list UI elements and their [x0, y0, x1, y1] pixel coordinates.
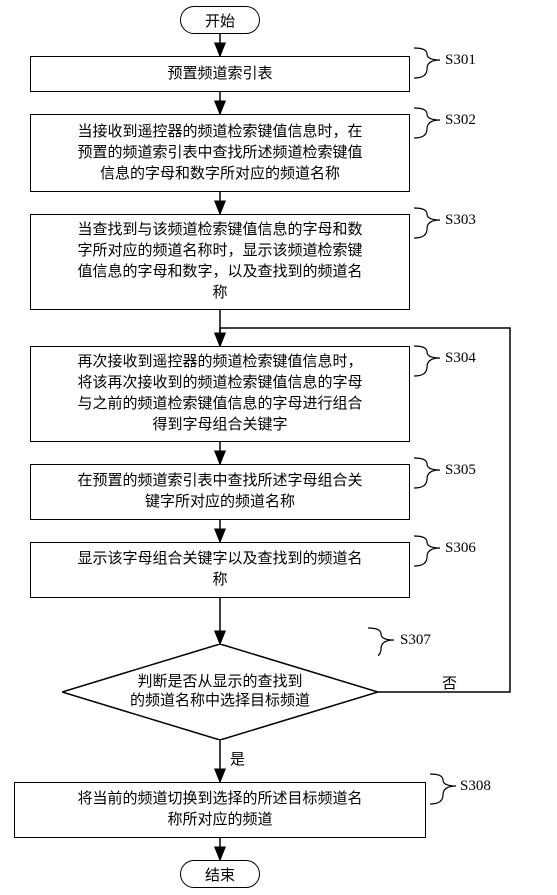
terminator-end-text: 结束 [205, 864, 235, 885]
decision-s307: 判断是否从显示的查找到 的频道名称中选择目标频道 [62, 644, 378, 740]
process-text: 预置频道索引表 [167, 64, 272, 85]
step-label-s307: S307 [400, 632, 431, 649]
step-label-s304: S304 [445, 350, 476, 367]
terminator-start-text: 开始 [205, 10, 235, 31]
edge-label-yes: 是 [230, 748, 245, 769]
terminator-start: 开始 [180, 6, 260, 34]
terminator-end: 结束 [180, 860, 260, 888]
process-s301: 预置频道索引表 [30, 56, 410, 92]
decision-text: 判断是否从显示的查找到 的频道名称中选择目标频道 [130, 673, 310, 712]
process-text: 显示该字母组合关键字以及查找到的频道名 称 [77, 549, 362, 591]
step-label-s302: S302 [445, 112, 476, 129]
edge-label-no: 否 [442, 672, 457, 693]
process-s305: 在预置的频道索引表中查找所述字母组合关 键字所对应的频道名称 [30, 464, 410, 520]
process-text: 当查找到与该频道检索键值信息的字母和数 字所对应的频道名称时，显示该频道检索键 … [77, 220, 362, 304]
process-text: 再次接收到遥控器的频道检索键值信息时， 将该再次接收到的频道检索键值信息的字母 … [77, 352, 362, 436]
step-label-s303: S303 [445, 212, 476, 229]
process-s302: 当接收到遥控器的频道检索键值信息时，在 预置的频道索引表中查找所述频道检索键值 … [30, 114, 410, 192]
process-s303: 当查找到与该频道检索键值信息的字母和数 字所对应的频道名称时，显示该频道检索键 … [30, 214, 410, 310]
process-s304: 再次接收到遥控器的频道检索键值信息时， 将该再次接收到的频道检索键值信息的字母 … [30, 346, 410, 442]
step-label-s306: S306 [445, 540, 476, 557]
step-label-s305: S305 [445, 462, 476, 479]
process-text: 当接收到遥控器的频道检索键值信息时，在 预置的频道索引表中查找所述频道检索键值 … [77, 122, 362, 185]
step-label-s308: S308 [460, 778, 491, 795]
process-s308: 将当前的频道切换到选择的所述目标频道名 称所对应的频道 [14, 782, 426, 838]
step-label-s301: S301 [445, 52, 476, 69]
process-s306: 显示该字母组合关键字以及查找到的频道名 称 [30, 542, 410, 598]
process-text: 将当前的频道切换到选择的所述目标频道名 称所对应的频道 [77, 789, 362, 831]
process-text: 在预置的频道索引表中查找所述字母组合关 键字所对应的频道名称 [77, 471, 362, 513]
